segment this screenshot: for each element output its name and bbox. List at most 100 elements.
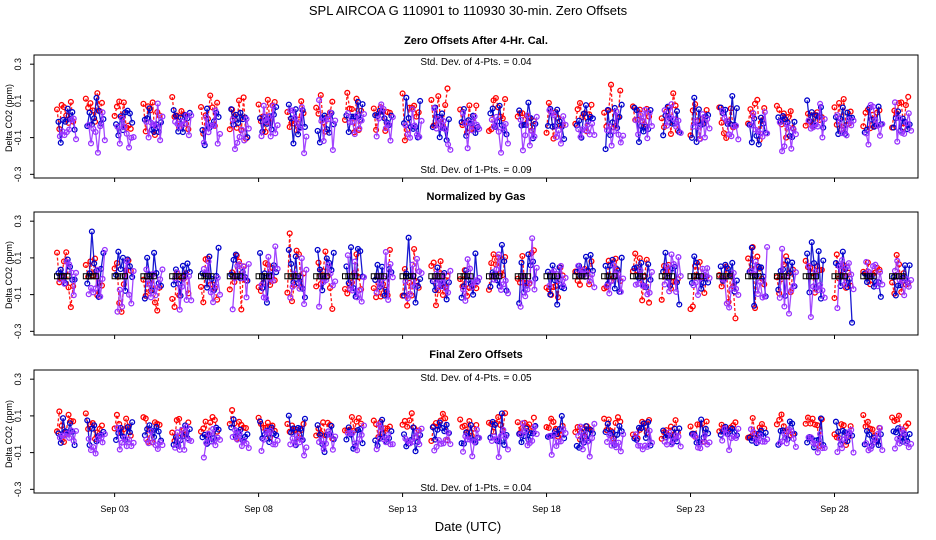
data-point (70, 437, 77, 445)
data-point (811, 260, 818, 267)
data-point (582, 430, 589, 438)
data-point (469, 127, 476, 134)
data-point (436, 134, 443, 141)
data-point (524, 286, 531, 293)
data-point (865, 141, 872, 148)
data-point (413, 428, 421, 435)
data-point (821, 115, 828, 123)
data-point (839, 248, 846, 255)
data-point (491, 276, 498, 283)
data-point (144, 115, 151, 122)
gas-mean-marker (640, 273, 647, 280)
data-point (229, 433, 236, 441)
data-point (850, 449, 857, 456)
data-point (732, 315, 739, 322)
data-point (498, 149, 505, 156)
data-point (466, 436, 474, 443)
series-line (344, 92, 362, 133)
data-point (692, 433, 699, 440)
data-point (666, 429, 673, 436)
data-point (491, 123, 498, 130)
gas-mean-marker (150, 273, 157, 280)
data-point (116, 286, 123, 293)
gas-mean-marker (374, 273, 381, 280)
data-point (447, 146, 454, 153)
data-point (695, 106, 702, 113)
gas-mean-marker (841, 273, 848, 280)
data-point (115, 248, 122, 255)
data-point (116, 140, 123, 147)
gas-mean-marker (259, 273, 266, 280)
data-point (53, 249, 61, 256)
data-point (718, 119, 725, 126)
data-point (87, 100, 94, 107)
series-line (692, 114, 711, 140)
data-point (526, 279, 533, 286)
gas-mean-marker (399, 273, 406, 280)
data-point (666, 288, 673, 295)
data-point (343, 436, 350, 443)
data-point (382, 248, 389, 256)
data-point (788, 145, 795, 152)
gas-mean-marker (208, 273, 215, 280)
data-point (704, 116, 711, 123)
series-line (200, 257, 218, 303)
data-point (344, 110, 351, 117)
data-point (487, 283, 494, 290)
data-point (589, 267, 596, 274)
data-point (719, 437, 726, 444)
gas-mean-marker (547, 273, 554, 280)
data-point (893, 251, 900, 259)
data-point (776, 416, 783, 423)
data-point (735, 136, 742, 143)
gas-mean-marker (723, 273, 730, 280)
data-point (407, 291, 414, 298)
data-point (360, 422, 368, 429)
data-point (210, 299, 217, 306)
x-tick-label: Sep 23 (676, 504, 705, 514)
data-point (804, 97, 811, 104)
data-point (373, 133, 380, 140)
data-point (529, 128, 536, 135)
data-point (487, 434, 494, 441)
data-point (263, 295, 270, 302)
data-point (618, 101, 625, 108)
y-tick-label: 0.1 (13, 95, 23, 108)
data-point (145, 134, 152, 141)
gas-mean-marker (860, 273, 867, 280)
data-point (706, 125, 713, 132)
data-point (325, 261, 332, 268)
data-point (274, 437, 281, 444)
data-point (870, 283, 877, 290)
data-point (287, 294, 294, 301)
data-point (840, 422, 847, 429)
series-line (316, 249, 335, 291)
data-point (172, 266, 180, 273)
series-line (113, 414, 132, 436)
data-point (435, 287, 442, 294)
data-point (699, 439, 706, 446)
y-tick-label: -0.3 (13, 482, 23, 498)
data-point (780, 110, 787, 117)
data-point (98, 422, 106, 429)
data-point (644, 135, 651, 142)
data-point (216, 291, 224, 298)
data-point (834, 449, 841, 456)
data-point (130, 134, 137, 141)
data-point (504, 140, 512, 147)
data-point (526, 142, 533, 149)
data-point (92, 285, 99, 292)
data-point (876, 425, 884, 432)
data-point (504, 290, 512, 297)
data-point (403, 94, 410, 101)
data-point (575, 262, 582, 269)
data-point (610, 128, 617, 135)
data-point (387, 260, 394, 268)
series-line (864, 106, 882, 133)
data-point (476, 274, 483, 281)
data-point (730, 269, 737, 277)
data-point (576, 281, 583, 288)
data-point (838, 130, 846, 137)
data-point (618, 428, 625, 435)
data-point (493, 113, 500, 120)
